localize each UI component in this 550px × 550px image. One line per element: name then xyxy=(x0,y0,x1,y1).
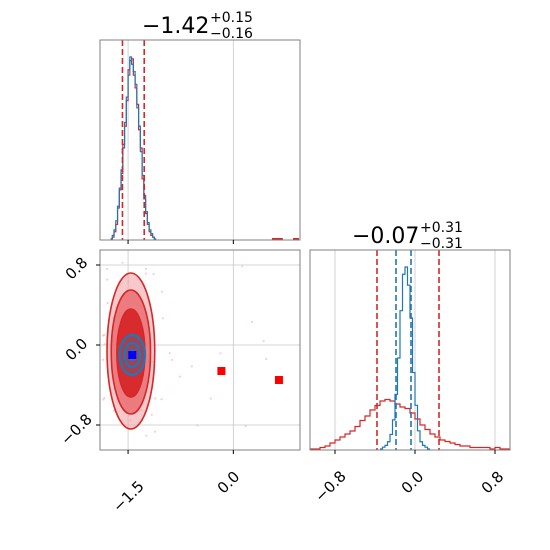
y-marginal-title-value: −0.07 xyxy=(352,224,419,249)
x-marginal-blue-histogram-line xyxy=(110,56,157,240)
x-marginal-axes-frame xyxy=(99,39,301,241)
y-marginal-red-histogram xyxy=(310,398,510,450)
y-marginal-ticks xyxy=(334,450,496,454)
joint-scatter-point xyxy=(190,365,193,368)
joint-scatter-point xyxy=(241,265,244,268)
y-marginal-red-histogram-line xyxy=(310,398,510,450)
joint-scatter-point xyxy=(160,398,163,401)
joint-y-tick-label-1: 0.0 xyxy=(62,335,92,365)
joint-scatter-point xyxy=(265,357,268,360)
joint-y-tick-label-2: −0.8 xyxy=(57,410,95,448)
y-marginal-title-lower: −0.31 xyxy=(420,236,463,252)
x-marginal-title-value: −1.42 xyxy=(142,14,209,39)
joint-y-tick-label-0: 0.8 xyxy=(62,254,92,284)
x-marginal-quantile-lines xyxy=(121,40,146,240)
joint-scatter-point xyxy=(150,413,153,416)
joint-scatter-point xyxy=(152,273,155,276)
y-marginal-gridlines xyxy=(334,250,496,450)
joint-blue-contour-1 xyxy=(123,341,142,369)
joint-scatter-point xyxy=(262,340,265,343)
x-marginal-ticks xyxy=(127,240,234,244)
joint-scatter-point xyxy=(106,278,109,281)
x-marginal-title-lower: −0.16 xyxy=(210,26,253,42)
joint-scatter-point xyxy=(168,352,171,355)
joint-scatter-point xyxy=(178,375,181,378)
joint-scatter-point xyxy=(250,320,254,323)
joint-panel: −1.5 0.0 0.8 0.0 −0.8 xyxy=(57,249,301,516)
joint-scatter-point xyxy=(154,397,157,400)
joint-scatter-point xyxy=(160,290,163,293)
y-marginal-x-tick-label-1: 0.0 xyxy=(398,468,428,498)
y-marginal-blue-histogram xyxy=(380,266,430,450)
joint-scatter-point xyxy=(196,424,199,427)
y-marginal-blue-histogram-line xyxy=(380,266,430,450)
joint-scatter-point xyxy=(244,424,247,428)
joint-scatter-point xyxy=(170,358,174,362)
joint-scatter-point xyxy=(153,430,157,433)
joint-x-tick-label-1: 0.0 xyxy=(214,468,244,498)
joint-scatter-point xyxy=(101,334,105,337)
y-marginal-panel: −0.07 +0.31 −0.31 −0.8 0.0 0.8 xyxy=(309,220,511,506)
joint-red-marker-1 xyxy=(274,376,283,384)
joint-scatter-point xyxy=(112,409,115,412)
y-marginal-title-upper: +0.31 xyxy=(420,220,463,236)
x-marginal-blue-histogram xyxy=(110,56,157,240)
y-marginal-quantile-lines xyxy=(376,250,440,450)
joint-ticks xyxy=(96,264,234,454)
y-marginal-x-tick-label-0: −0.8 xyxy=(311,467,349,505)
joint-red-marker-0 xyxy=(217,367,226,375)
joint-scatter-point xyxy=(105,267,109,271)
x-marginal-panel: −1.42 +0.15 −0.16 xyxy=(99,10,301,244)
joint-scatter-point xyxy=(219,352,222,355)
joint-scatter-point xyxy=(144,272,148,275)
y-marginal-x-tick-label-2: 0.8 xyxy=(478,468,508,498)
y-marginal-axes-frame xyxy=(309,249,511,451)
x-marginal-title-upper: +0.15 xyxy=(210,10,253,26)
joint-scatter-point xyxy=(145,434,148,437)
joint-scatter-point xyxy=(106,301,109,305)
x-marginal-red-histogram xyxy=(110,58,299,240)
joint-scatter-point xyxy=(121,261,124,264)
joint-scatter-point xyxy=(101,358,105,361)
joint-axes-frame xyxy=(99,249,301,451)
joint-scatter-point xyxy=(102,398,105,401)
joint-scatter-point xyxy=(161,317,164,320)
joint-scatter-point xyxy=(144,267,147,270)
joint-markers xyxy=(128,351,283,384)
joint-scatter-point xyxy=(209,397,212,400)
joint-scatter-point xyxy=(103,343,106,346)
joint-blue-marker xyxy=(128,351,137,359)
joint-x-tick-label-0: −1.5 xyxy=(109,477,147,515)
